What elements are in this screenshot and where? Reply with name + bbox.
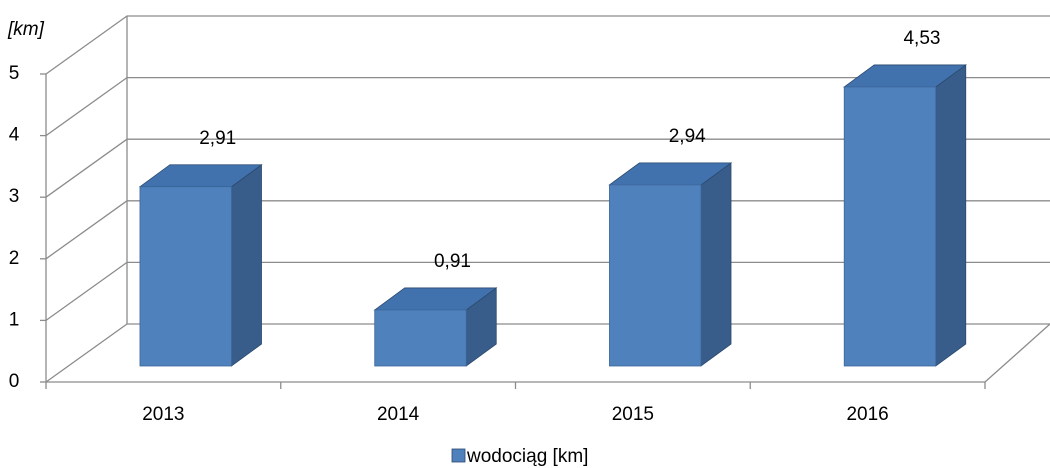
data-label: 4,53 bbox=[903, 28, 940, 49]
y-tick-label: 2 bbox=[9, 248, 20, 269]
y-tick-label: 5 bbox=[9, 63, 20, 84]
grid-line bbox=[45, 76, 1050, 137]
grid-line bbox=[45, 15, 1050, 75]
x-tick-label: 2016 bbox=[846, 404, 888, 425]
y-tick-label: 4 bbox=[9, 125, 20, 146]
bar bbox=[374, 309, 467, 367]
bar-side bbox=[231, 163, 262, 367]
bar bbox=[609, 184, 702, 367]
data-label: 0,91 bbox=[434, 251, 471, 272]
y-axis-label: [km] bbox=[7, 19, 45, 40]
data-label: 2,91 bbox=[199, 128, 236, 149]
legend-label: wodociąg [km] bbox=[466, 446, 588, 467]
grid-line bbox=[45, 261, 1050, 321]
y-tick-label: 0 bbox=[9, 371, 20, 392]
data-label: 2,94 bbox=[669, 126, 706, 147]
x-tick-label: 2015 bbox=[612, 404, 654, 425]
legend-swatch bbox=[451, 448, 466, 463]
x-tick-label: 2013 bbox=[142, 404, 184, 425]
x-tick-label: 2014 bbox=[377, 404, 420, 425]
bar-side bbox=[700, 162, 732, 367]
bar bbox=[139, 186, 232, 367]
bar bbox=[843, 86, 937, 367]
y-tick-label: 1 bbox=[9, 309, 20, 330]
grid-line bbox=[45, 200, 1050, 260]
bar-side bbox=[935, 64, 967, 367]
y-tick-label: 3 bbox=[9, 186, 20, 207]
grid-line bbox=[45, 323, 1050, 383]
grid-line bbox=[45, 138, 1050, 198]
